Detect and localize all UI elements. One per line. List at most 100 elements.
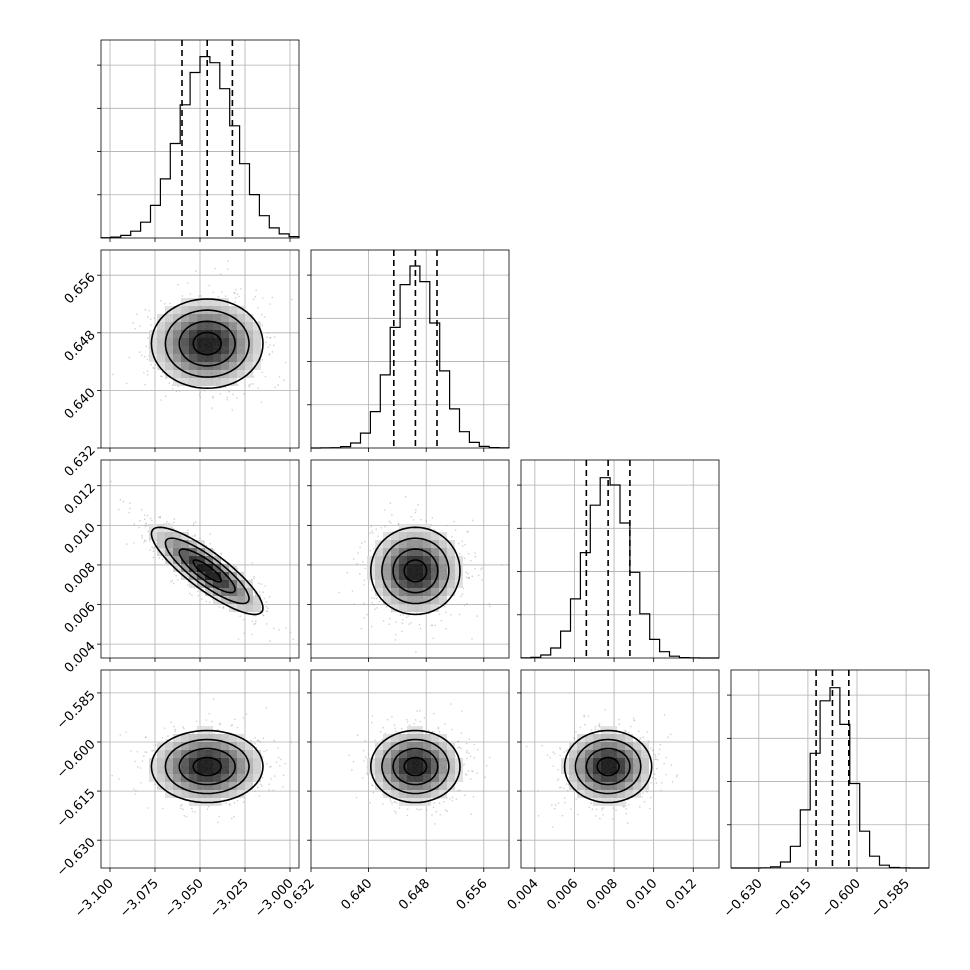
scatter-point [254, 593, 257, 595]
scatter-point [364, 540, 366, 543]
scatter-point [161, 558, 164, 561]
density-cell [237, 766, 245, 774]
scatter-point [254, 790, 256, 792]
scatter-point [263, 750, 266, 753]
density-cell [391, 532, 399, 540]
scatter-point [464, 543, 466, 546]
contour-level-0 [192, 331, 223, 356]
scatter-point [355, 796, 358, 799]
density-cell [165, 362, 173, 370]
scatter-point [146, 370, 149, 373]
scatter-point [145, 540, 147, 542]
scatter-point [141, 760, 144, 762]
scatter-point [243, 632, 246, 634]
scatter-point [198, 393, 201, 396]
xtick-label-0-3: −3.025 [207, 876, 252, 921]
scatter-point [237, 638, 240, 640]
scatter-point [292, 638, 295, 640]
scatter-point [187, 581, 190, 583]
scatter-point [273, 336, 276, 338]
scatter-point [173, 725, 175, 728]
scatter-point [471, 575, 474, 578]
density-cell [181, 572, 189, 580]
scatter-point [277, 384, 280, 386]
scatter-point [111, 774, 113, 777]
density-cell [213, 338, 221, 346]
density-cell [439, 556, 447, 564]
scatter-point [205, 600, 208, 603]
scatter-point [143, 755, 145, 757]
scatter-point [359, 546, 361, 549]
ytick-label-2-2: 0.008 [62, 560, 99, 597]
scatter-point [254, 622, 257, 625]
scatter-point [163, 303, 166, 305]
density-cell [423, 556, 431, 564]
scatter-point [132, 322, 135, 325]
scatter-point [373, 548, 375, 550]
density-cell [245, 330, 253, 338]
scatter-point [138, 526, 140, 529]
scatter-point [363, 617, 366, 619]
scatter-point [216, 728, 219, 731]
scatter-point [133, 542, 135, 544]
scatter-point [430, 524, 433, 527]
scatter-point [289, 631, 292, 633]
scatter-point [179, 805, 182, 807]
density-cell [181, 378, 189, 386]
scatter-point [219, 722, 221, 725]
scatter-point [214, 267, 216, 270]
scatter-point [458, 542, 460, 545]
scatter-point [352, 760, 355, 763]
scatter-point [211, 720, 213, 723]
ytick-label-2-4: 0.012 [62, 481, 99, 518]
density-cell [253, 604, 261, 612]
scatter-point [161, 807, 164, 810]
scatter-point [146, 358, 149, 361]
scatter-point [467, 577, 470, 579]
scatter-point [270, 778, 272, 780]
scatter-point [266, 763, 268, 765]
scatter-point [180, 807, 182, 810]
scatter-point [264, 375, 267, 378]
scatter-point [232, 393, 234, 396]
density-cell [213, 298, 221, 306]
density-cell [181, 370, 189, 378]
density-cell [205, 322, 213, 330]
density-cell [189, 572, 197, 580]
scatter-point [279, 765, 281, 767]
scatter-point [194, 535, 196, 537]
scatter-point [282, 786, 284, 788]
scatter-point [377, 535, 380, 537]
density-cell [253, 338, 261, 346]
density-cell [375, 588, 383, 596]
density-cell [197, 298, 205, 306]
scatter-point [433, 712, 435, 715]
scatter-point [425, 519, 427, 522]
density-map [149, 524, 261, 612]
contour-level-1 [392, 548, 439, 594]
density-cell [205, 370, 213, 378]
density-cell [229, 306, 237, 314]
scatter-point [258, 582, 260, 585]
scatter-point [265, 341, 268, 344]
scatter-point [209, 543, 211, 545]
scatter-point [254, 296, 257, 298]
scatter-point [275, 761, 278, 763]
scatter-point [233, 815, 235, 818]
scatter-point [255, 620, 257, 622]
density-cell [149, 532, 157, 540]
scatter-point [444, 723, 446, 725]
scatter-point [459, 789, 461, 792]
density-cell [221, 346, 229, 354]
scatter-point [140, 354, 143, 357]
density-cell [237, 322, 245, 330]
scatter-point [143, 514, 146, 516]
density-cell [391, 588, 399, 596]
grid [101, 460, 299, 658]
scatter-point [363, 579, 366, 581]
scatter-point [362, 749, 365, 752]
scatter-point [206, 808, 209, 810]
scatter-point [164, 395, 167, 398]
scatter-point [151, 519, 153, 522]
